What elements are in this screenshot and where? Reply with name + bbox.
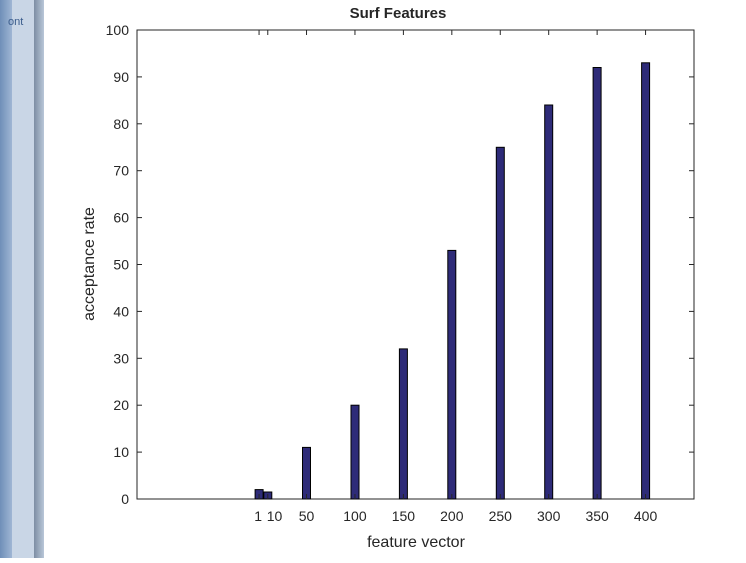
y-tick-label: 100 — [106, 22, 130, 38]
bar — [398, 348, 408, 500]
y-tick-label: 40 — [113, 303, 129, 319]
y-tick-label: 90 — [113, 69, 129, 85]
bar — [302, 446, 311, 500]
bar — [641, 62, 651, 500]
window-frame-stripe — [34, 0, 44, 558]
x-tick-label: 150 — [392, 508, 416, 524]
x-tick-label: 400 — [634, 508, 658, 524]
side-tab-label: ont — [8, 16, 24, 28]
x-tick-label: 200 — [440, 508, 464, 524]
x-tick-label: 350 — [585, 508, 609, 524]
x-axis-ticks: 1 10 50 100 150 200 250 300 350 400 — [254, 30, 657, 524]
x-tick-label: 50 — [299, 508, 315, 524]
y-tick-label: 50 — [113, 257, 129, 273]
y-axis-label: acceptance rate — [81, 207, 98, 321]
y-axis-ticks: 0 10 20 30 40 50 60 70 80 90 100 — [106, 22, 694, 507]
figure-window: Surf Features 0 10 20 30 40 50 60 70 80 90 100 1 10… — [44, 0, 746, 558]
x-tick-label: 10 — [267, 508, 283, 524]
y-tick-label: 30 — [113, 350, 129, 366]
bar — [495, 146, 505, 500]
bar — [544, 104, 554, 500]
x-axis-label: feature vector — [367, 534, 466, 551]
window-frame-stripe — [0, 0, 12, 558]
y-tick-label: 20 — [113, 397, 129, 413]
x-tick-label: 1 — [254, 508, 262, 524]
x-tick-label: 250 — [489, 508, 513, 524]
bar — [350, 404, 360, 500]
y-tick-label: 10 — [113, 444, 129, 460]
x-tick-label: 100 — [343, 508, 367, 524]
y-tick-label: 80 — [113, 116, 129, 132]
x-tick-label: 300 — [537, 508, 561, 524]
chart-title: Surf Features — [350, 5, 447, 22]
bar — [592, 67, 602, 500]
y-tick-label: 60 — [113, 210, 129, 226]
window-left-edge: ont — [0, 0, 44, 558]
y-tick-label: 70 — [113, 163, 129, 179]
axes-box — [136, 29, 695, 500]
bar — [447, 249, 457, 500]
bars-group — [254, 62, 651, 500]
y-tick-label: 0 — [121, 491, 129, 507]
